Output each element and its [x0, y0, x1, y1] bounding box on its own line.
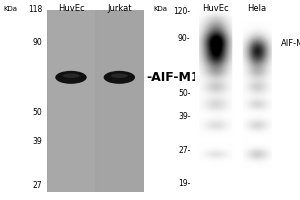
- Text: HuvEc: HuvEc: [58, 4, 84, 13]
- Text: 27-: 27-: [178, 146, 190, 155]
- Text: Hela: Hela: [247, 4, 266, 13]
- Text: 90-: 90-: [178, 34, 190, 43]
- Ellipse shape: [111, 74, 128, 78]
- Ellipse shape: [55, 71, 87, 84]
- Text: -AIF-M1: -AIF-M1: [147, 71, 200, 84]
- Text: 118: 118: [28, 5, 42, 14]
- Text: 50: 50: [32, 108, 42, 117]
- Text: KDa: KDa: [3, 6, 17, 12]
- Text: HuvEc: HuvEc: [202, 4, 229, 13]
- Ellipse shape: [62, 74, 80, 78]
- Text: 39: 39: [32, 137, 42, 146]
- Bar: [236, 10, 278, 192]
- Text: 50-: 50-: [178, 89, 190, 98]
- Bar: [97, 10, 143, 192]
- Text: 39-: 39-: [178, 112, 190, 121]
- Text: AIF-M1: AIF-M1: [280, 39, 300, 48]
- Text: Jurkat: Jurkat: [107, 4, 132, 13]
- Text: 120-: 120-: [173, 7, 190, 16]
- Ellipse shape: [103, 71, 135, 84]
- Bar: [47, 10, 143, 192]
- Text: KDa: KDa: [153, 6, 167, 12]
- Text: 27: 27: [32, 181, 42, 190]
- Text: 90: 90: [32, 38, 42, 47]
- Bar: [195, 10, 236, 192]
- Bar: [48, 10, 95, 192]
- Text: 19-: 19-: [178, 179, 190, 188]
